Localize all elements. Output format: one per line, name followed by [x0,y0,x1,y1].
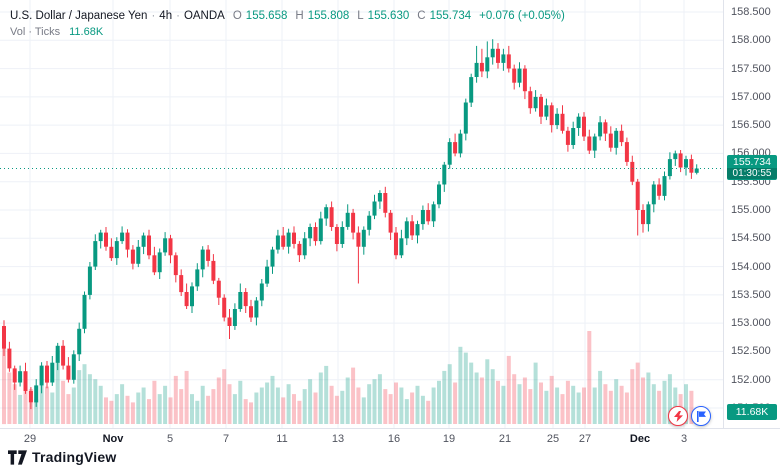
flag-icon [696,410,706,422]
volume-indicator-label[interactable]: Vol · Ticks [10,26,61,38]
separator: · [176,10,180,22]
low-label: L [357,10,364,22]
tradingview-logo[interactable]: TradingView [8,449,116,465]
footer-bar: TradingView [0,448,780,470]
close-label: C [417,10,426,22]
open-label: O [232,10,242,22]
price-axis-label: 152.500 [731,345,771,358]
volume-indicator-value: 11.68K [69,26,104,38]
candlestick-chart [0,0,723,428]
exchange-label: OANDA [183,10,225,22]
time-axis-label: 19 [442,433,456,445]
time-axis-label: 3 [680,433,688,445]
time-axis-label: 27 [578,433,592,445]
price-axis-label: 157.500 [731,62,771,75]
last-price-value: 155.734 [733,156,771,169]
interval-label[interactable]: 4h [159,10,173,22]
open-value: 155.658 [245,10,288,22]
price-axis-label: 154.500 [731,232,771,245]
price-axis-label: 153.500 [731,288,771,301]
price-axis-label: 153.000 [731,317,771,330]
time-axis[interactable]: 29 Nov 5 7 11 13 16 19 21 25 27 Dec 3 [0,428,780,449]
price-axis-label: 157.000 [731,90,771,103]
lightning-icon [673,410,683,422]
time-axis-label: 29 [23,433,37,445]
last-price-label[interactable]: 155.734 01:30:55 [727,155,777,181]
time-axis-label: Dec [629,433,651,445]
price-axis-label: 158.000 [731,34,771,47]
price-axis-label: 156.500 [731,119,771,132]
change-value: +0.076 (+0.05%) [479,10,565,22]
symbol-title[interactable]: U.S. Dollar / Japanese Yen [10,10,148,22]
symbol-row: U.S. Dollar / Japanese Yen · 4h · OANDA … [10,8,565,24]
chart-legend: U.S. Dollar / Japanese Yen · 4h · OANDA … [10,8,565,40]
bar-countdown: 01:30:55 [727,168,777,180]
time-axis-label: 5 [166,433,174,445]
time-axis-label: 21 [498,433,512,445]
low-value: 155.630 [367,10,410,22]
price-axis-label: 155.000 [731,204,771,216]
time-axis-label: 7 [222,433,230,445]
close-value: 155.734 [429,10,472,22]
price-axis-label: 154.000 [731,260,771,273]
lightning-icon-button[interactable] [668,406,688,426]
time-axis-label: 13 [331,433,345,445]
volume-axis-label: 11.68K [727,404,777,420]
price-axis[interactable]: 155.734 01:30:55 11.68K 158.500 158.000 15… [723,0,780,448]
time-axis-label: 25 [546,433,560,445]
price-axis-label: 158.500 [731,6,771,18]
flag-icon-button[interactable] [691,406,711,426]
separator: · [151,10,156,22]
high-label: H [295,10,304,22]
time-axis-label: 11 [276,433,288,445]
time-axis-label: 16 [387,433,401,445]
tradingview-logo-icon [8,449,27,465]
volume-axis-value: 11.68K [735,406,769,418]
high-value: 155.808 [307,10,350,22]
time-axis-label: Nov [102,433,124,445]
tradingview-logo-text: TradingView [32,449,117,465]
chart-plot-area[interactable] [0,0,723,428]
price-axis-label: 152.000 [731,373,771,386]
volume-row: Vol · Ticks 11.68K [10,24,565,40]
